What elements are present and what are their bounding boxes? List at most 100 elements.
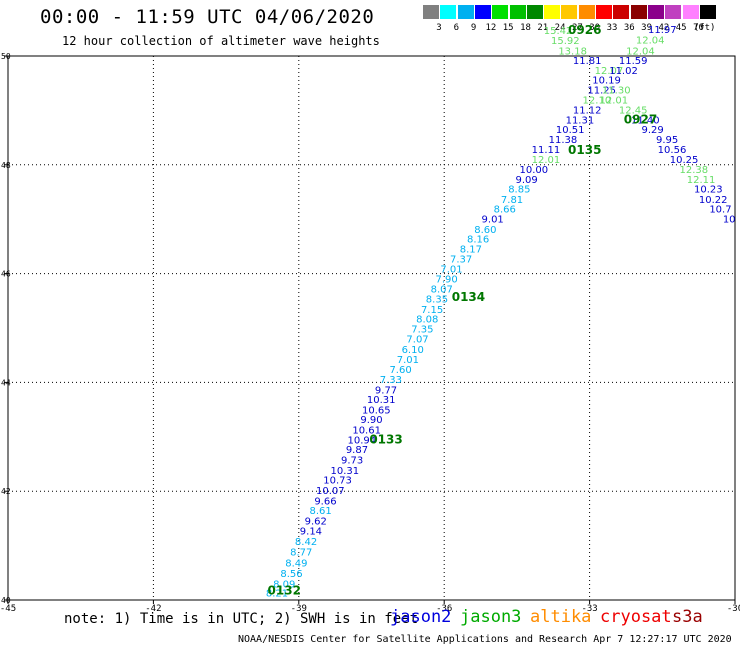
legend-swatch [665,5,682,19]
legend-label: 18 [520,23,531,33]
wave-height-label: 9.62 [305,516,327,527]
wave-height-label: 11.38 [549,135,578,146]
wave-height-label: 7.90 [435,274,457,285]
wave-height-label: 7.07 [406,335,428,346]
wave-height-label: 8.77 [290,547,312,558]
wave-height-label: 12.38 [679,165,708,176]
wave-height-label: 10.22 [699,195,728,206]
mission-label: s3a [672,607,703,627]
wave-height-label: 8.85 [508,185,530,196]
wave-height-label: 10.07 [316,486,345,497]
legend-label: 27 [571,23,583,33]
wave-height-label: 10.51 [556,125,585,136]
wave-height-label: 8.17 [460,244,482,255]
wave-height-label: 11.11 [532,145,561,156]
legend-label: 36 [623,23,635,33]
tick-label-lon: -45 [0,604,16,614]
wave-height-label: 12.45 [619,106,648,117]
tick-label-lat: 48 [1,161,11,170]
wave-height-label: 12.07 [595,66,624,77]
wave-height-label: 11.30 [602,86,631,97]
wave-height-label: 8.56 [280,569,302,580]
wave-height-label: 7.01 [440,265,462,276]
wave-height-label: 10.65 [362,405,391,416]
wave-height-label: 7.33 [380,375,402,386]
wave-height-label: 10.31 [331,466,360,477]
wave-height-label: 8.66 [494,205,516,216]
wave-height-label: 11.81 [573,56,602,67]
legend-label: 6 [453,23,459,33]
wave-height-label: 8.35 [426,294,448,305]
wave-height-label: 11.59 [619,56,648,67]
wave-height-label: 8.07 [431,285,453,296]
wave-height-label: 12.01 [600,95,629,106]
tick-label-lat: 40 [1,596,11,605]
wave-height-label: 12.04 [636,35,665,46]
wave-height-label: 10.31 [367,395,396,406]
mission-label: jason3 [460,607,522,627]
wave-height-label: 9.77 [375,385,397,396]
tick-label-lon: -30 [727,604,740,614]
wave-height-label: 11.40 [631,115,660,126]
legend-swatch [544,5,561,19]
wave-height-label: 8.16 [467,235,489,246]
legend-swatch [682,5,699,19]
wave-height-label: 8.61 [309,506,331,517]
legend-swatch [630,5,647,19]
legend-swatch [474,5,491,19]
legend-label: 3 [436,23,442,33]
wave-height-label: 7.15 [421,305,443,316]
wave-height-label: 10.00 [520,165,549,176]
wave-height-label: 10.23 [694,185,723,196]
tick-label-lat: 46 [1,270,11,279]
wave-height-label: 8.42 [295,537,317,548]
wave-height-label: 9.95 [656,135,678,146]
legend-label: 30 [589,23,601,33]
map-frame [7,55,736,601]
wave-height-label: 15.92 [551,36,580,47]
wave-height-label: 7.01 [397,355,419,366]
tick-label-lon: -36 [436,604,452,614]
legend-label: 9 [470,23,477,33]
legend-swatch [457,5,474,19]
wave-height-label: 8.60 [474,225,496,236]
mission-label: cryosat [600,607,672,627]
wave-height-label: 11.02 [609,66,638,77]
wave-height-label: 10.73 [323,476,352,487]
wave-height-label: 9.66 [314,496,336,507]
legend-label: 70 [693,23,704,33]
legend-label: 39 [641,23,653,33]
tick-label-lat: 50 [1,52,11,61]
legend-swatch [647,5,664,19]
tick-label-lon: -39 [291,604,307,614]
wave-height-label: 9.87 [346,445,368,456]
pass-time-label: 0133 [369,432,402,446]
legend-label: 33 [606,23,618,33]
wave-height-label: 12.04 [626,46,655,57]
mission-label: altika [530,607,592,627]
legend-label: 24 [554,23,566,33]
page-title: 00:00 - 11:59 UTC 04/06/2020 [40,6,375,28]
legend-swatch [613,5,630,19]
legend-swatch [699,5,716,19]
legend-swatch [526,5,543,19]
wave-height-label: 8.49 [285,558,307,569]
wave-height-label: 11.31 [566,115,595,126]
wave-height-label: 7.81 [501,195,523,206]
tick-label-lon: -33 [581,604,597,614]
legend-swatch [423,5,439,19]
wave-height-label: 8.21 [266,589,288,600]
wave-height-label: 9.29 [641,125,663,136]
legend-unit: (ft) [693,23,716,33]
wave-height-label: 6.10 [402,345,424,356]
wave-height-label: 10.25 [670,155,699,166]
wave-height-label: 13.18 [558,46,587,57]
wave-height-label: 9.09 [515,175,537,186]
wave-height-label: 9.14 [300,527,322,538]
pass-time-label: 0135 [568,143,601,157]
legend-swatch [492,5,509,19]
pass-time-label: 0134 [452,290,485,304]
legend-swatch [440,5,457,19]
wave-height-label: 10.61 [352,426,381,437]
